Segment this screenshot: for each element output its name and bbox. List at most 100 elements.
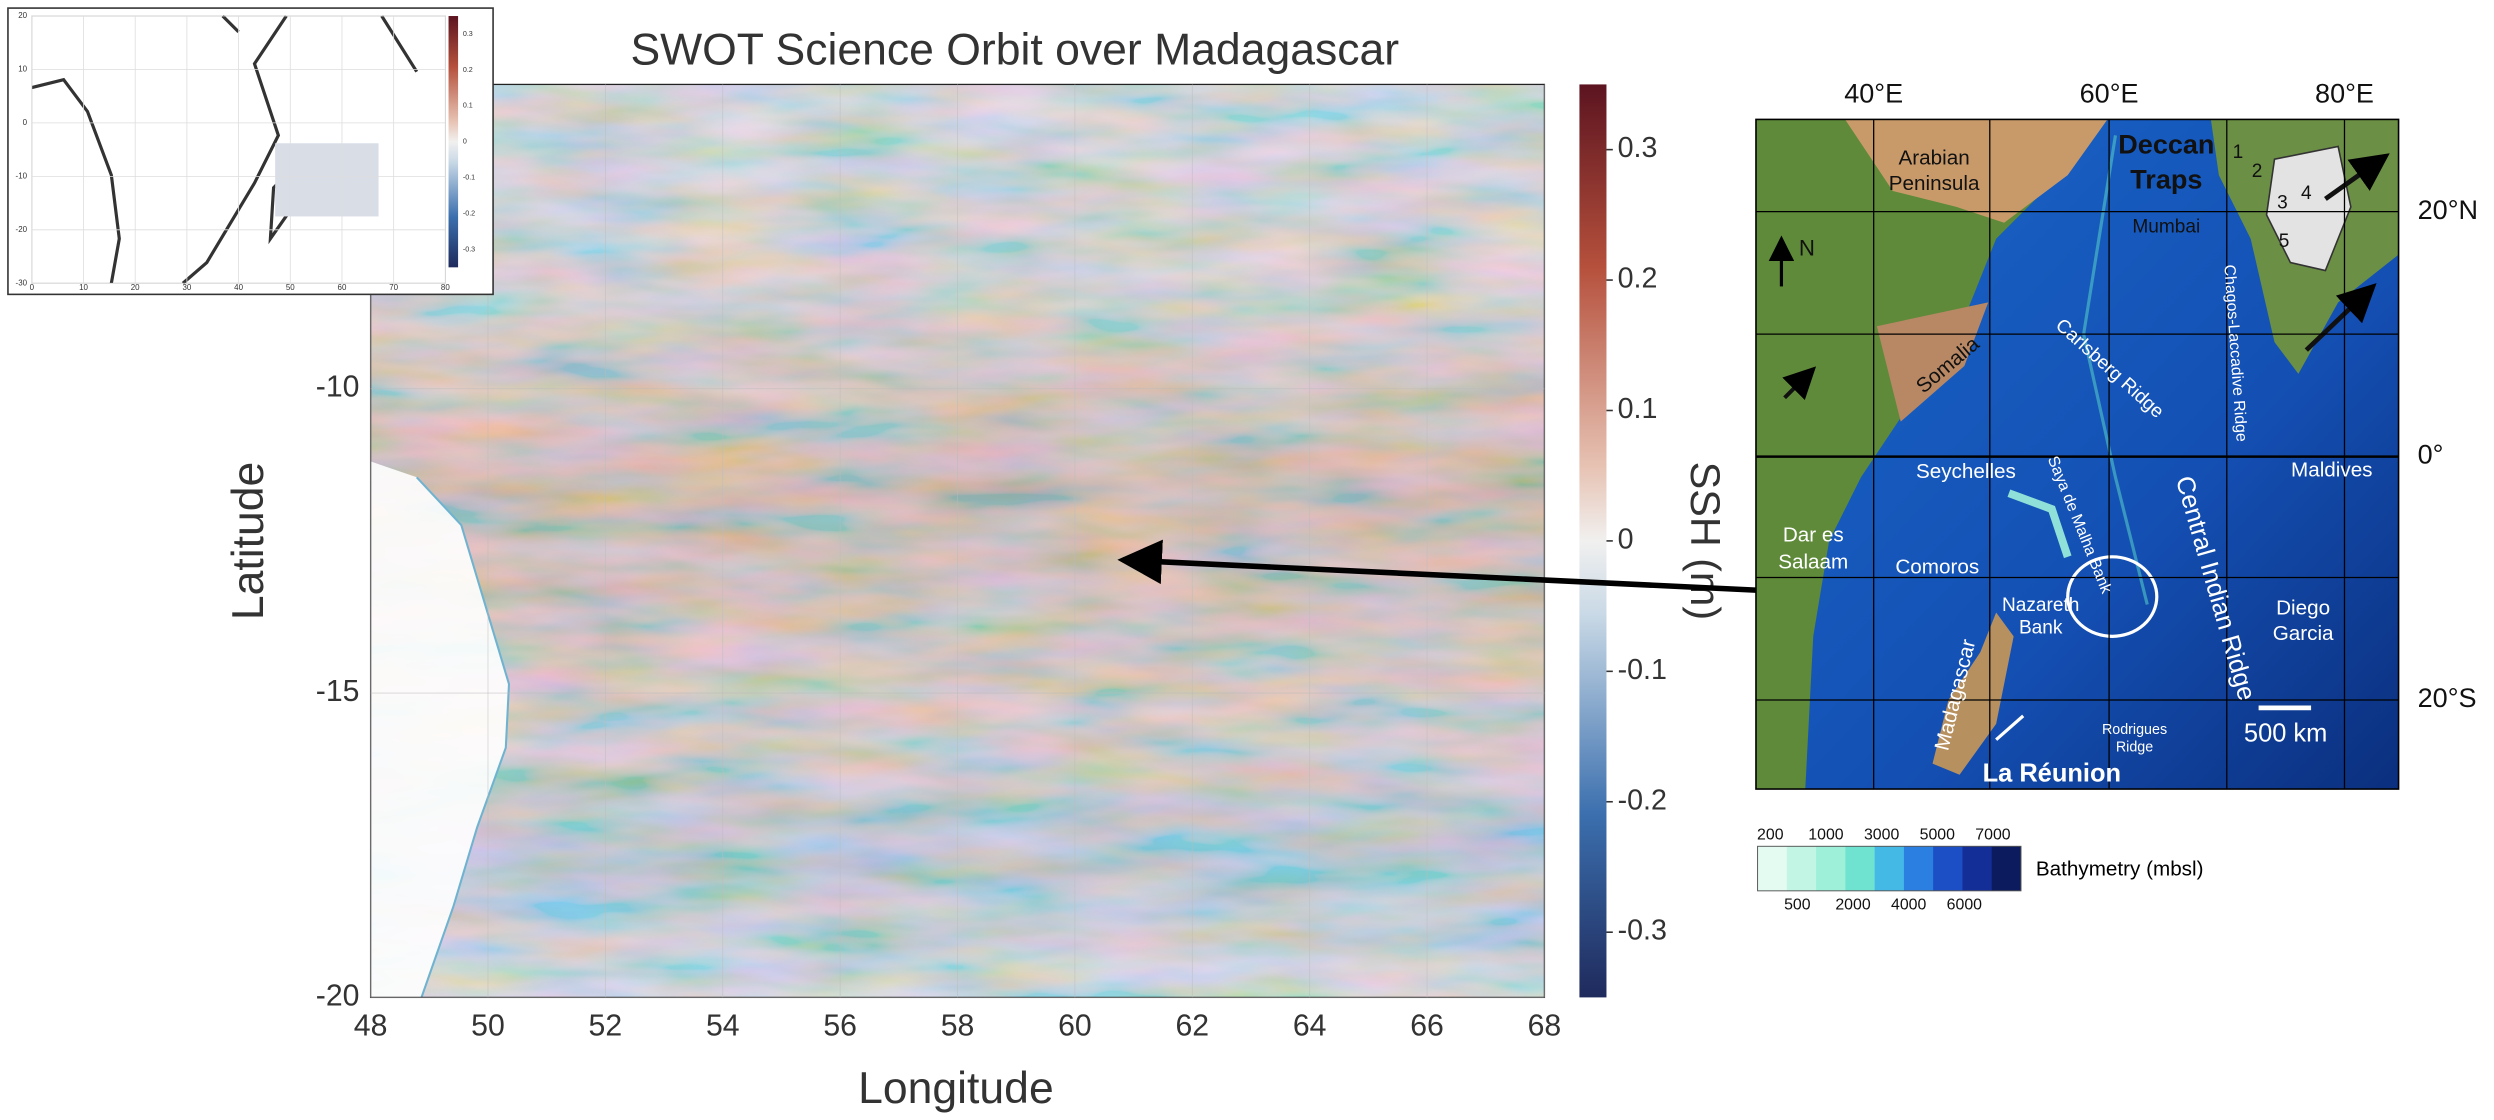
legend-tick-label: 5000 bbox=[1920, 826, 1956, 843]
inset-colorbar bbox=[448, 16, 459, 268]
inset-x-tick-label: 80 bbox=[441, 283, 450, 292]
map-label: N bbox=[1799, 236, 1815, 261]
map-label: Diego bbox=[2276, 597, 2330, 620]
inset-y-tick-label: 10 bbox=[18, 65, 27, 74]
bathy-grid bbox=[1755, 119, 2399, 790]
map-label: Bank bbox=[2019, 617, 2063, 638]
inset-colorbar-tick-label: -0.1 bbox=[463, 173, 475, 181]
legend-tick-label: 1000 bbox=[1808, 826, 1844, 843]
inset-colorbar-tick-label: 0.1 bbox=[463, 102, 473, 110]
legend-swatch bbox=[1786, 846, 1817, 891]
africa bbox=[1755, 119, 2108, 790]
inset-y-tick-label: -30 bbox=[16, 278, 28, 287]
inset-colorbar-tick-label: -0.2 bbox=[463, 209, 475, 217]
map-label: 500 km bbox=[2244, 720, 2327, 748]
legend-swatch bbox=[1991, 846, 2022, 891]
plate-arrow bbox=[2324, 153, 2390, 201]
legend-swatch bbox=[1816, 846, 1846, 891]
colorbar-label: SSH (m) bbox=[1682, 462, 1728, 620]
legend-tick-label: 500 bbox=[1784, 896, 1811, 913]
map-label: 4 bbox=[2301, 183, 2312, 204]
x-tick-label: 58 bbox=[941, 1010, 975, 1043]
ridge bbox=[2082, 135, 2149, 605]
colorbar-tick-label: -0.1 bbox=[1618, 654, 1667, 686]
legend-tick-label: 200 bbox=[1757, 826, 1784, 843]
inset-y-tick-label: 20 bbox=[18, 11, 27, 20]
map-label: Garcia bbox=[2273, 622, 2334, 645]
inset-x-tick-label: 20 bbox=[131, 283, 140, 292]
plate-arrow bbox=[1782, 366, 1817, 401]
legend-tick-label: 6000 bbox=[1947, 896, 1983, 913]
madagascar bbox=[1932, 612, 2014, 775]
inset-colorbar-tick-label: -0.3 bbox=[463, 245, 475, 253]
inset-x-tick-label: 70 bbox=[389, 283, 398, 292]
map-label: Comoros bbox=[1895, 555, 1979, 578]
inset-y-tick-label: -20 bbox=[16, 225, 28, 234]
y-axis-label: Latitude bbox=[224, 462, 273, 620]
map-label: Maldives bbox=[2291, 458, 2373, 481]
colorbar-tick-label: 0.1 bbox=[1618, 393, 1658, 425]
x-tick-label: 62 bbox=[1175, 1010, 1209, 1043]
inset-colorbar-tick-label: 0.2 bbox=[463, 66, 473, 74]
map-label: 3 bbox=[2277, 193, 2288, 214]
map-label: Dar es bbox=[1783, 524, 1844, 547]
map-label: Mumbai bbox=[2132, 217, 2200, 238]
map-label: Rodrigues bbox=[2102, 722, 2167, 738]
legend-swatch bbox=[1933, 846, 1963, 891]
x-tick-label: 68 bbox=[1528, 1010, 1562, 1043]
colorbar-ramp bbox=[1579, 84, 1607, 998]
inset-swath bbox=[275, 143, 379, 217]
map-title: SWOT Science Orbit over Madagascar bbox=[630, 25, 1399, 74]
legend-tick-label: 3000 bbox=[1864, 826, 1900, 843]
y-tick-label: -10 bbox=[316, 371, 360, 404]
inset-x-tick-label: 10 bbox=[79, 283, 88, 292]
y-tick-label: -15 bbox=[316, 675, 360, 708]
coastline bbox=[415, 476, 511, 998]
inset-colorbar-tick-label: 0 bbox=[463, 138, 467, 146]
colorbar-tick-label: 0 bbox=[1618, 523, 1634, 555]
map-label: 2 bbox=[2252, 161, 2263, 182]
map-label: Deccan bbox=[2118, 130, 2214, 160]
pointer bbox=[1995, 714, 2025, 741]
colorbar-tick-label: 0.2 bbox=[1618, 263, 1658, 295]
x-tick-label: 50 bbox=[471, 1010, 505, 1043]
x-tick-label: 54 bbox=[706, 1010, 740, 1043]
legend-swatch bbox=[1962, 846, 1993, 891]
legend-swatch bbox=[1903, 846, 1934, 891]
somalia-land bbox=[1876, 302, 1989, 422]
map-label: Arabian bbox=[1899, 147, 1970, 170]
legend-label: Bathymetry (mbsl) bbox=[2036, 858, 2204, 881]
map-label: Traps bbox=[2130, 165, 2202, 195]
inset-x-tick-label: 30 bbox=[182, 283, 191, 292]
x-tick-label: 60 bbox=[1058, 1010, 1092, 1043]
madagascar-land bbox=[370, 461, 509, 998]
legend-tick-label: 4000 bbox=[1891, 896, 1927, 913]
colorbar: SSH (m) -0.3 -0.2 -0.1 0 0.1 0.2 0.3 bbox=[1579, 84, 1728, 998]
latitude-label: 20°N bbox=[2418, 195, 2478, 225]
longitude-label: 80°E bbox=[2315, 79, 2374, 109]
legend-swatch bbox=[1874, 846, 1905, 891]
map-label: Ridge bbox=[2116, 739, 2153, 755]
latitude-label: 20°S bbox=[2418, 683, 2477, 713]
inset-x-tick-label: 0 bbox=[30, 283, 35, 292]
bathymetry-map: Bathymetry (mbsl) 40°E 60°E 80°E 20°N 0° 20°S… bbox=[1755, 79, 2478, 913]
y-tick-label: -20 bbox=[316, 979, 360, 1012]
map-label: La Réunion bbox=[1983, 759, 2122, 787]
legend-swatch bbox=[1757, 846, 1788, 891]
inset-x-tick-label: 60 bbox=[338, 283, 347, 292]
longitude-label: 60°E bbox=[2080, 79, 2139, 109]
highlight-circle bbox=[2066, 555, 2159, 638]
bathy-frame bbox=[1755, 118, 2400, 790]
colorbar-tick-label: 0.3 bbox=[1618, 132, 1658, 164]
inset-x-tick-label: 50 bbox=[286, 283, 295, 292]
x-tick-label: 66 bbox=[1410, 1010, 1444, 1043]
map-label: Peninsula bbox=[1889, 172, 1980, 195]
x-tick-label: 56 bbox=[823, 1010, 857, 1043]
inset-y-tick-label: -10 bbox=[16, 171, 28, 180]
arabia bbox=[1845, 119, 2108, 223]
colorbar-tick-label: -0.3 bbox=[1618, 915, 1667, 947]
x-tick-label: 48 bbox=[354, 1010, 388, 1043]
inset-map: 0 10 20 30 40 50 60 70 80 -30 -20 -10 0 10 20 -0.3 -0.2 -… bbox=[7, 7, 494, 296]
